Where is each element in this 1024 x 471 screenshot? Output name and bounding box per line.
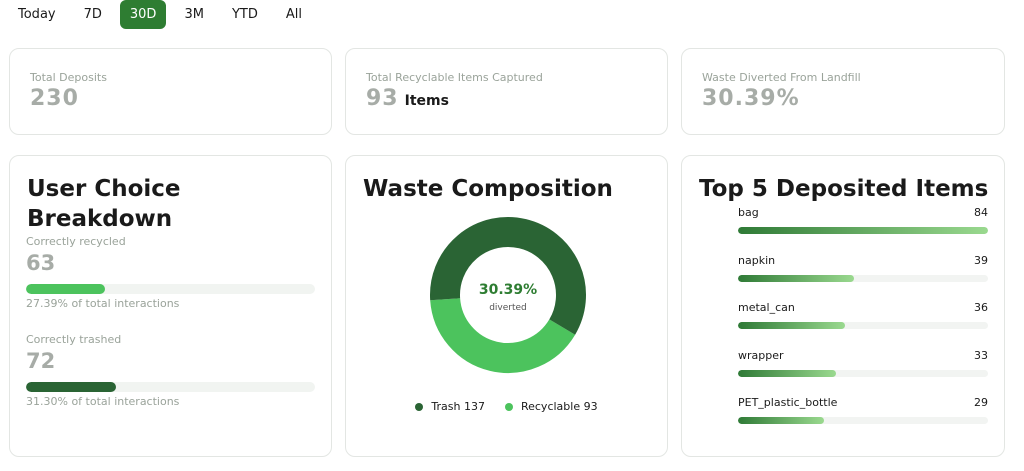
stat-card-total-deposits: Total Deposits 230 — [9, 48, 332, 135]
legend-item-trash: Trash 137 — [415, 400, 485, 413]
top-item-row: PET_plastic_bottle 29 — [738, 396, 988, 424]
top-item-name: PET_plastic_bottle — [738, 396, 838, 409]
tab-7d[interactable]: 7D — [83, 7, 102, 22]
waste-donut-chart: 30.39% diverted — [430, 217, 586, 373]
top-item-header: PET_plastic_bottle 29 — [738, 396, 988, 409]
correctly-trashed-note: 31.30% of total interactions — [26, 395, 180, 408]
panel-title: Top 5 Deposited Items — [699, 176, 989, 202]
stat-value: 230 — [30, 86, 79, 111]
top-item-row: metal_can 36 — [738, 301, 988, 329]
stat-card-waste-diverted: Waste Diverted From Landfill 30.39% — [681, 48, 1005, 135]
legend-dot — [415, 402, 424, 411]
legend-label: Trash 137 — [431, 400, 485, 413]
legend-dot — [504, 402, 513, 411]
donut-center-value: 30.39% — [479, 282, 537, 298]
stat-label: Waste Diverted From Landfill — [702, 71, 861, 84]
tab-30d[interactable]: 30D — [119, 0, 167, 29]
correctly-recycled-label: Correctly recycled — [26, 235, 126, 248]
top-item-count: 36 — [974, 301, 988, 314]
top-item-header: wrapper 33 — [738, 349, 988, 362]
stat-number: 30.39% — [702, 86, 800, 111]
stat-label: Total Recyclable Items Captured — [366, 71, 543, 84]
top-item-bar-track — [738, 322, 988, 329]
top-item-bar-fill — [738, 369, 837, 377]
donut-center-label: diverted — [489, 303, 527, 313]
legend-label: Recyclable 93 — [520, 400, 598, 413]
panel-title: User Choice Breakdown — [27, 176, 181, 232]
top-item-bar-fill — [738, 227, 988, 234]
top-item-bar-fill — [738, 417, 825, 424]
top-item-header: napkin 39 — [738, 254, 988, 267]
top-item-count: 39 — [974, 253, 988, 267]
top-item-count: 84 — [974, 206, 988, 219]
stat-card-recyclable-items: Total Recyclable Items Captured 93 Items — [345, 48, 668, 135]
tab-3m[interactable]: 3M — [184, 7, 204, 22]
top-item-bar-track — [738, 227, 988, 234]
tab-today[interactable]: Today — [18, 7, 56, 22]
panel-title: Waste Composition — [363, 176, 613, 202]
stat-unit: Items — [404, 93, 449, 109]
donut-legend: Trash 137 Recyclable 93 — [346, 400, 667, 413]
stat-value: 93 Items — [366, 86, 449, 111]
top-item-name: wrapper — [738, 348, 784, 362]
donut-slice-recyclable — [430, 297, 576, 373]
correctly-recycled-note: 27.39% of total interactions — [26, 297, 180, 310]
correctly-trashed-value: 72 — [26, 349, 56, 373]
top-item-bar-fill — [738, 274, 855, 282]
top-item-bar-fill — [738, 322, 846, 329]
top-item-bar-track — [738, 274, 988, 282]
correctly-recycled-bar-track — [26, 284, 315, 294]
time-range-tabs: Today 7D 30D 3M YTD All — [8, 0, 320, 29]
correctly-trashed-bar-track — [26, 382, 315, 392]
top-item-name: bag — [738, 206, 759, 219]
correctly-trashed-label: Correctly trashed — [26, 333, 122, 346]
top-item-name: napkin — [738, 253, 776, 267]
top-items-card: Top 5 Deposited Items bag 84 napkin 39 metal… — [681, 155, 1005, 457]
stat-number: 93 — [366, 86, 399, 111]
top-item-header: metal_can 36 — [738, 301, 988, 314]
stat-value: 30.39% — [702, 86, 800, 111]
top-item-name: metal_can — [738, 301, 795, 314]
user-choice-card: User Choice Breakdown Correctly recycled… — [9, 155, 332, 457]
stat-number: 230 — [30, 86, 79, 111]
tab-ytd[interactable]: YTD — [231, 7, 258, 22]
top-item-bar-track — [738, 417, 988, 424]
top-item-bar-track — [738, 369, 988, 377]
top-item-row: napkin 39 — [738, 254, 988, 282]
tab-all[interactable]: All — [285, 7, 302, 22]
top-item-count: 29 — [974, 396, 988, 409]
stat-label: Total Deposits — [30, 71, 107, 84]
top-item-row: bag 84 — [738, 206, 988, 234]
waste-composition-card: Waste Composition 30.39% diverted Trash … — [345, 155, 668, 457]
donut-slice-trash — [430, 217, 586, 335]
top-item-header: bag 84 — [738, 206, 988, 219]
correctly-recycled-value: 63 — [26, 251, 56, 275]
correctly-trashed-bar-fill — [26, 382, 117, 392]
legend-item-recyclable: Recyclable 93 — [504, 400, 598, 413]
top-item-row: wrapper 33 — [738, 349, 988, 377]
top-item-count: 33 — [974, 348, 988, 362]
correctly-recycled-bar-fill — [26, 284, 106, 294]
